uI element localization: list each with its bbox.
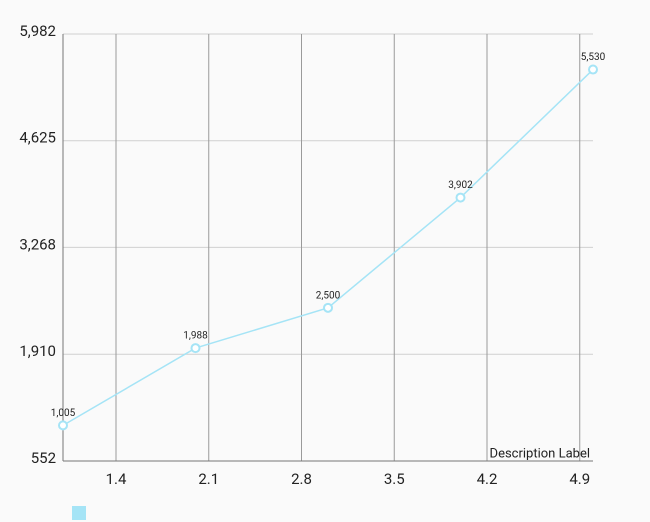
y-tick-label: 4,625	[19, 129, 56, 147]
y-tick-label: 552	[31, 449, 56, 467]
point	[58, 420, 68, 431]
x-tick-label: 4.2	[477, 470, 498, 488]
x-tick-label: 3.5	[384, 470, 405, 488]
point	[190, 343, 201, 354]
x-tick-label: 1.4	[106, 470, 127, 488]
point	[455, 192, 466, 203]
data-label: 1,988	[183, 331, 208, 342]
description: Description Label	[490, 446, 590, 461]
x-tick-label: 2.8	[291, 470, 312, 488]
data-label: 5,530	[581, 52, 606, 63]
x-tick-label: 4.9	[569, 470, 590, 488]
point	[588, 64, 598, 75]
x-tick-label: 2.1	[198, 470, 219, 488]
legend-swatch	[72, 506, 86, 520]
data-label: 3,902	[448, 180, 473, 191]
point	[323, 302, 333, 313]
data-label: 2,500	[316, 290, 341, 301]
y-tick-label: 1,910	[19, 342, 56, 360]
data-label: 1,005	[51, 408, 76, 419]
y-tick-label: 5,982	[19, 22, 56, 40]
y-tick-label: 3,268	[19, 235, 56, 253]
